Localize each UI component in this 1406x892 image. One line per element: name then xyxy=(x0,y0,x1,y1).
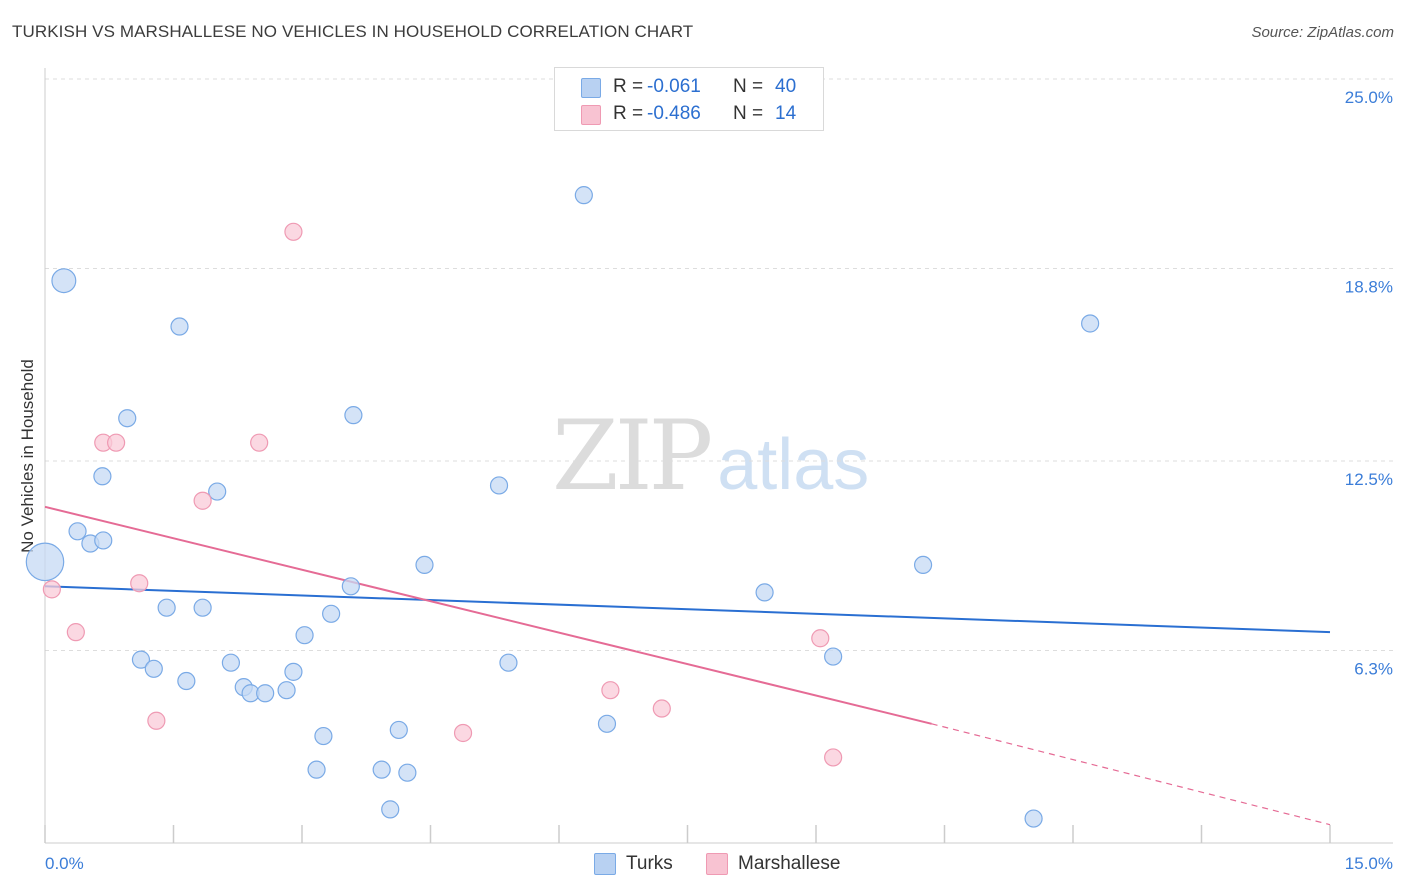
data-points xyxy=(25,186,1100,828)
point-turks xyxy=(372,760,391,779)
legend-label-marshallese: Marshallese xyxy=(738,853,841,874)
correlation-legend: R = -0.061 N = 40 R = -0.486 N = 14 xyxy=(554,67,824,131)
trend-line-extension-marshallese xyxy=(931,723,1331,826)
point-marshallese xyxy=(147,711,166,730)
legend-n-value: 40 xyxy=(775,76,797,97)
point-marshallese xyxy=(250,433,269,452)
y-tick-label: 6.3% xyxy=(1354,659,1393,678)
point-turks xyxy=(499,653,518,672)
legend-swatch-turks xyxy=(581,78,601,98)
legend-swatch-turks xyxy=(594,853,616,875)
trend-line-marshallese xyxy=(44,505,932,725)
legend-r-value: -0.486 xyxy=(647,103,701,124)
point-turks xyxy=(93,467,112,486)
watermark-zip: ZIP xyxy=(552,400,713,512)
point-turks xyxy=(489,476,509,495)
point-turks xyxy=(170,317,189,336)
point-turks xyxy=(193,598,212,617)
point-turks xyxy=(381,800,400,819)
point-marshallese xyxy=(652,699,671,718)
point-marshallese xyxy=(42,580,61,599)
source-label: Source: ZipAtlas.com xyxy=(1251,24,1394,41)
point-marshallese xyxy=(811,629,830,648)
point-marshallese xyxy=(107,433,126,452)
point-turks xyxy=(118,409,137,428)
point-turks xyxy=(51,268,77,294)
point-turks xyxy=(208,482,227,501)
watermark-atlas: atlas xyxy=(717,425,870,505)
legend-n-label: N = xyxy=(733,76,764,97)
legend-n-label: N = xyxy=(733,103,764,124)
x-tick-label: 15.0% xyxy=(1345,854,1393,873)
point-turks xyxy=(221,653,240,672)
point-turks xyxy=(25,542,65,582)
point-turks xyxy=(398,763,417,782)
point-turks xyxy=(1024,809,1043,828)
point-turks xyxy=(94,531,113,550)
point-turks xyxy=(314,726,333,746)
legend-r-label: R = xyxy=(613,103,644,124)
point-turks xyxy=(277,681,296,700)
point-marshallese xyxy=(284,222,303,241)
point-turks xyxy=(574,186,593,205)
point-turks xyxy=(131,650,151,669)
point-turks xyxy=(344,406,363,425)
point-marshallese xyxy=(824,748,843,767)
point-turks xyxy=(415,555,434,575)
point-turks xyxy=(913,555,933,575)
watermark: ZIP atlas xyxy=(552,400,869,512)
trend-line-turks xyxy=(44,585,1331,634)
point-turks xyxy=(284,662,303,681)
point-turks xyxy=(157,598,176,617)
tick-labels: 6.3% 12.5% 18.8% 25.0% 0.0% 15.0% xyxy=(45,88,1393,873)
point-turks xyxy=(597,714,617,733)
point-turks xyxy=(322,604,341,623)
point-marshallese xyxy=(66,623,85,642)
point-turks xyxy=(295,626,314,645)
point-turks xyxy=(341,577,360,596)
point-turks xyxy=(68,522,87,541)
legend-n-value: 14 xyxy=(775,103,797,124)
point-turks xyxy=(256,684,275,703)
y-tick-label: 18.8% xyxy=(1345,277,1393,296)
point-turks xyxy=(1081,314,1100,333)
chart-title: TURKISH VS MARSHALLESE NO VEHICLES IN HO… xyxy=(12,22,694,41)
point-turks xyxy=(755,583,774,602)
grid-lines xyxy=(45,78,1393,651)
point-marshallese xyxy=(130,574,149,593)
legend-r-label: R = xyxy=(613,76,644,97)
point-turks xyxy=(177,671,196,691)
point-turks xyxy=(307,760,326,779)
y-tick-label: 12.5% xyxy=(1345,470,1393,489)
legend-swatch-marshallese xyxy=(581,105,601,125)
point-turks xyxy=(824,647,843,666)
legend-swatch-marshallese xyxy=(706,853,728,875)
axes xyxy=(44,68,1393,844)
point-turks xyxy=(389,720,408,740)
point-marshallese xyxy=(601,681,620,700)
x-tick-label: 0.0% xyxy=(45,854,84,873)
legend-label-turks: Turks xyxy=(626,853,673,874)
trend-lines xyxy=(44,505,1331,826)
y-tick-label: 25.0% xyxy=(1345,88,1393,107)
legend-r-value: -0.061 xyxy=(647,76,701,97)
point-marshallese xyxy=(193,491,212,510)
point-turks xyxy=(144,659,163,678)
point-marshallese xyxy=(453,723,473,743)
